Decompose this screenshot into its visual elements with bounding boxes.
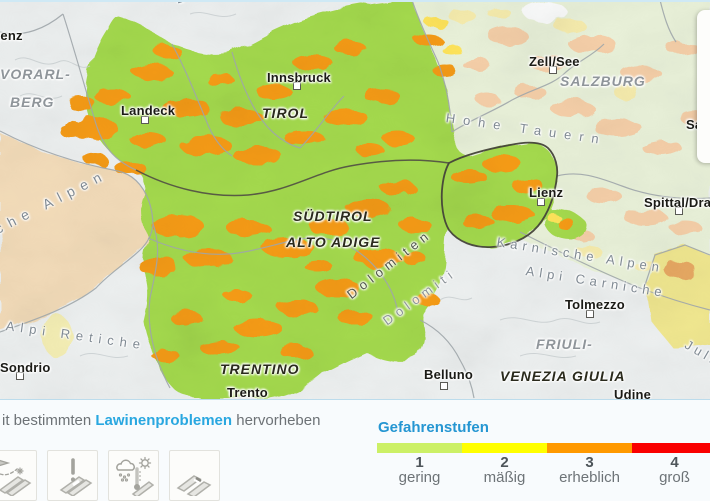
city-label-spittal: Spittal/Drau [644,195,710,210]
city-marker-landeck [141,116,149,124]
city-label-lienz: Lienz [529,185,564,200]
city-marker-lienz [537,198,545,206]
legend-color-bar [377,443,710,453]
avalanche-danger-map[interactable]: Bregenz Landeck Innsbruck Zell/See Salzb… [0,0,710,399]
legend-seg-3 [547,443,632,453]
region-label-suedtirol: SÜDTIROL [293,208,373,224]
city-label-bregenz: Bregenz [0,28,23,43]
city-marker-innsbruck [293,82,301,90]
persistent-weak-layer-icon [59,457,92,496]
city-marker-tolmezzo [586,310,594,318]
region-label-tirol: TIROL [262,105,309,121]
legend-level-3-label: erheblich [559,469,620,486]
legend-level-3-number: 3 [585,454,594,471]
city-marker-sondrio [16,372,24,380]
region-label-friuli: FRIULI- [536,336,593,352]
danger-level-legend: Gefahrenstufen 1 gering 2 mäßig 3 erhebl… [377,419,710,485]
legend-level-3: 3 erheblich [547,455,632,485]
legend-level-1-label: gering [398,469,441,486]
city-label-innsbruck: Innsbruck [267,70,331,85]
legend-level-4: 4 groß [632,455,710,485]
gliding-snow-icon [176,474,211,496]
region-label-vorarlberg-2: BERG [10,94,55,110]
problem-button-wet-snow[interactable] [108,450,159,501]
legend-level-1: 1 gering [377,455,462,485]
city-label-udine: Udine [614,387,652,399]
legend-labels: 1 gering 2 mäßig 3 erheblich 4 groß [377,455,710,485]
city-label-belluno: Belluno [424,367,474,382]
legend-title: Gefahrenstufen [378,419,489,436]
region-label-trentino: TRENTINO [220,361,300,377]
legend-level-4-label: groß [659,469,690,486]
city-marker-zell-see [549,66,557,74]
legend-level-2: 2 mäßig [462,455,547,485]
region-label-alto-adige: ALTO ADIGE [286,234,381,250]
map-terrain [0,0,710,399]
region-label-venezia-giulia: VENEZIA GIULIA [500,368,626,384]
city-marker-belluno [440,382,448,390]
city-label-sondrio: Sondrio [0,360,51,375]
filter-text-prefix: it bestimmten [2,412,92,429]
legend-level-1-number: 1 [415,454,424,471]
filter-text-suffix: hervorheben [236,412,321,429]
city-label-trento: Trento [227,385,268,399]
problem-button-wind-slab[interactable] [0,450,37,501]
legend-seg-1 [377,443,462,453]
city-label-tolmezzo: Tolmezzo [565,297,625,312]
problem-filter-text: it bestimmten Lawinenproblemen hervorheb… [2,412,320,429]
city-marker-spittal [675,207,683,215]
avalanche-problems-link[interactable]: Lawinenproblemen [95,412,233,429]
top-divider [0,0,710,2]
problem-button-gliding-snow[interactable] [169,450,220,501]
map-side-panel[interactable] [697,10,710,163]
legend-level-2-number: 2 [500,454,509,471]
legend-level-2-label: mäßig [483,469,526,486]
city-label-landeck: Landeck [121,103,176,118]
problem-icon-row [0,450,220,501]
region-label-vorarlberg-1: VORARL- [0,66,71,82]
city-label-zell-see: Zell/See [529,54,580,69]
region-label-salzburg: SALZBURG [560,73,646,89]
wet-snow-icon [115,456,154,496]
legend-level-4-number: 4 [670,454,679,471]
problem-button-persistent-weak-layer[interactable] [47,450,98,501]
wind-slab-icon [0,459,31,496]
legend-seg-4 [632,443,710,453]
legend-seg-2 [462,443,547,453]
bottom-panel: it bestimmten Lawinenproblemen hervorheb… [0,399,710,501]
